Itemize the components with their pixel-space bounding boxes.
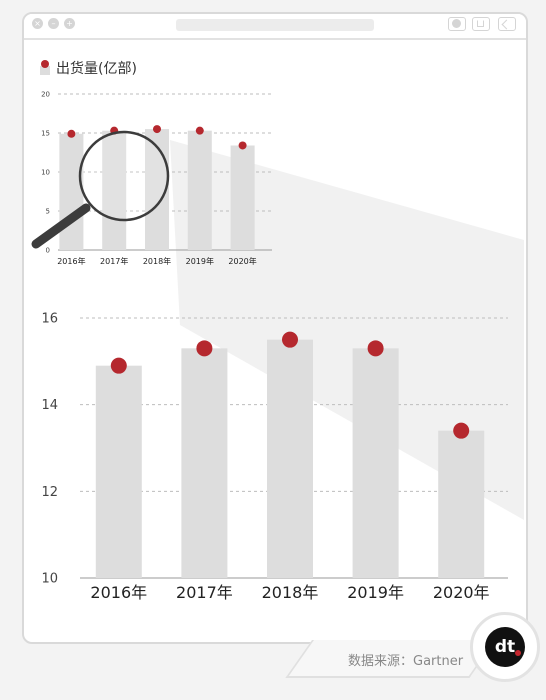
zoomed-category-label: 2018年 <box>262 583 319 602</box>
record-icon[interactable] <box>448 17 466 31</box>
legend-label: 出货量(亿部) <box>56 61 137 77</box>
zoomed-category-label: 2016年 <box>90 583 147 602</box>
zoomed-point <box>453 422 470 439</box>
overview-point <box>153 125 161 134</box>
overview-bar <box>187 130 212 250</box>
zoomed-point <box>110 357 127 374</box>
back-icon[interactable] <box>498 17 516 31</box>
overview-point <box>238 141 247 150</box>
zoomed-category-label: 2019年 <box>347 583 404 602</box>
overview-category-label: 2018年 <box>143 256 171 266</box>
overview-category-label: 2019年 <box>186 256 214 266</box>
zoomed-bar <box>95 365 142 578</box>
overview-category-label: 2016年 <box>57 256 85 266</box>
brand-logo[interactable]: dt <box>485 627 525 667</box>
zoomed-bar <box>438 430 485 578</box>
zoomed-bar <box>267 339 313 578</box>
zoomed-bar <box>181 348 228 578</box>
source-text: 数据来源：Gartner <box>348 654 464 669</box>
overview-point <box>67 129 76 138</box>
window-titlebar: × – + <box>24 14 526 40</box>
overview-ytick-label: 5 <box>46 207 50 215</box>
magnifier-handle <box>31 203 91 249</box>
zoomed-ytick-label: 16 <box>41 312 58 327</box>
overview-category-label: 2020年 <box>228 256 256 266</box>
zoomed-point <box>196 340 213 357</box>
zoomed-ytick-label: 14 <box>41 398 58 413</box>
overview-bar <box>230 145 255 250</box>
zoomed-point <box>282 331 298 348</box>
zoomed-ytick-label: 12 <box>41 485 58 500</box>
legend: 出货量(亿部) <box>40 58 137 78</box>
overview-category-label: 2017年 <box>100 256 128 266</box>
zoomed-ytick-label: 10 <box>41 572 58 587</box>
legend-swatch <box>40 60 50 75</box>
overview-point <box>195 126 204 135</box>
home-icon[interactable] <box>472 17 490 31</box>
maximize-icon[interactable]: + <box>64 18 75 29</box>
zoomed-category-label: 2017年 <box>176 583 233 602</box>
magnifier-icon <box>78 130 170 222</box>
overview-bar <box>59 133 84 250</box>
overview-ytick-label: 20 <box>41 90 50 98</box>
minimize-icon[interactable]: – <box>48 18 59 29</box>
overview-ytick-label: 15 <box>41 129 50 137</box>
zoomed-point <box>367 340 384 357</box>
overview-bar <box>102 130 127 250</box>
zoomed-category-label: 2020年 <box>433 583 490 602</box>
overview-ytick-label: 10 <box>41 168 50 176</box>
overview-ytick-label: 0 <box>46 246 50 254</box>
address-bar[interactable] <box>176 19 374 31</box>
close-icon[interactable]: × <box>32 18 43 29</box>
logo-dot <box>515 650 521 656</box>
zoomed-bar <box>352 348 399 578</box>
